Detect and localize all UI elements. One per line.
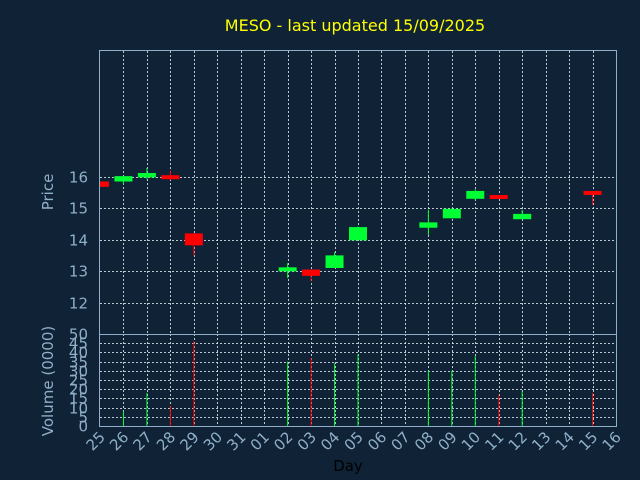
- x-tick-label: 14: [552, 428, 578, 454]
- volume-y-tick-label: 15: [69, 390, 88, 408]
- volume-y-tick-label: 10: [69, 400, 88, 418]
- candle-body: [466, 190, 485, 199]
- candle-body: [442, 208, 461, 219]
- volume-y-tick-label: 20: [69, 381, 88, 399]
- volume-y-tick-label: 35: [69, 354, 88, 372]
- x-tick-label: 07: [388, 428, 414, 454]
- volume-y-tick-label: 40: [69, 344, 88, 362]
- candle-body: [325, 255, 344, 268]
- x-tick-label: 15: [575, 428, 601, 454]
- candle-05: [349, 226, 367, 241]
- volume-y-tick-label: 25: [69, 372, 88, 390]
- x-tick-label: 04: [317, 428, 343, 454]
- price-y-tick-label: 14: [69, 232, 88, 250]
- candle-09: [442, 208, 461, 219]
- x-tick-label: 03: [294, 428, 320, 454]
- x-tick-label: 26: [106, 428, 132, 454]
- price-y-tick-label: 12: [69, 295, 88, 313]
- x-tick-label: 16: [599, 428, 625, 454]
- volume-bars: [122, 341, 594, 426]
- candle-04: [325, 252, 344, 268]
- candle-29: [184, 233, 203, 256]
- price-y-tick-labels: 12 13 14 15 16: [69, 169, 88, 313]
- x-tick-label: 08: [411, 428, 437, 454]
- candle-body: [161, 175, 180, 180]
- candle-11: [489, 195, 508, 200]
- x-tick-label: 11: [481, 428, 507, 454]
- candle-body: [100, 181, 109, 187]
- x-tick-label: 02: [270, 428, 296, 454]
- candle-body: [513, 213, 532, 220]
- volume-y-tick-label: 50: [69, 326, 88, 344]
- x-tick-label: 13: [528, 428, 554, 454]
- volume-y-tick-label: 0: [78, 418, 88, 436]
- candle-26: [114, 176, 133, 185]
- x-tick-label: 12: [505, 428, 531, 454]
- candle-08: [419, 209, 438, 235]
- x-tick-label: 05: [341, 428, 367, 454]
- x-tick-label: 01: [247, 428, 273, 454]
- candle-body: [349, 227, 367, 241]
- candle-body: [302, 269, 321, 276]
- x-tick-labels: 2526272829303101020304050607080910111213…: [83, 428, 625, 454]
- x-tick-label: 09: [434, 428, 460, 454]
- price-y-tick-label: 13: [69, 263, 88, 281]
- candle-body: [583, 190, 602, 195]
- candle-body: [278, 267, 297, 272]
- volume-y-tick-label: 30: [69, 363, 88, 381]
- price-axis-label: Price: [39, 174, 57, 211]
- chart-title: MESO - last updated 15/09/2025: [225, 16, 485, 35]
- candles: [99, 167, 602, 282]
- x-tick-label: 31: [223, 428, 249, 454]
- x-tick-label: 27: [130, 428, 156, 454]
- candle-28: [161, 170, 180, 180]
- candle-body: [489, 195, 508, 200]
- x-tick-label: 10: [458, 428, 484, 454]
- volume-panel-frame: [99, 334, 617, 427]
- candle-27: [137, 167, 156, 180]
- candle-12: [513, 209, 532, 220]
- x-axis-label: Day: [333, 457, 363, 475]
- x-tick-label: 06: [364, 428, 390, 454]
- candle-02: [278, 263, 297, 279]
- candle-25: [99, 181, 109, 187]
- price-gridlines: [100, 51, 616, 334]
- volume-axis-label: Volume (0000): [39, 326, 57, 436]
- candle-body: [184, 233, 203, 246]
- candle-body: [137, 173, 156, 178]
- candle-15: [583, 190, 602, 206]
- x-tick-label: 28: [153, 428, 179, 454]
- candle-03: [302, 269, 321, 282]
- x-tick-label: 30: [200, 428, 226, 454]
- volume-y-tick-label: 5: [78, 409, 88, 427]
- candle-body: [114, 176, 133, 182]
- volume-y-tick-label: 45: [69, 335, 88, 353]
- x-tick-label: 29: [176, 428, 202, 454]
- price-y-tick-label: 16: [69, 169, 88, 187]
- candle-10: [466, 189, 485, 201]
- price-y-tick-label: 15: [69, 200, 88, 218]
- candle-body: [419, 222, 438, 228]
